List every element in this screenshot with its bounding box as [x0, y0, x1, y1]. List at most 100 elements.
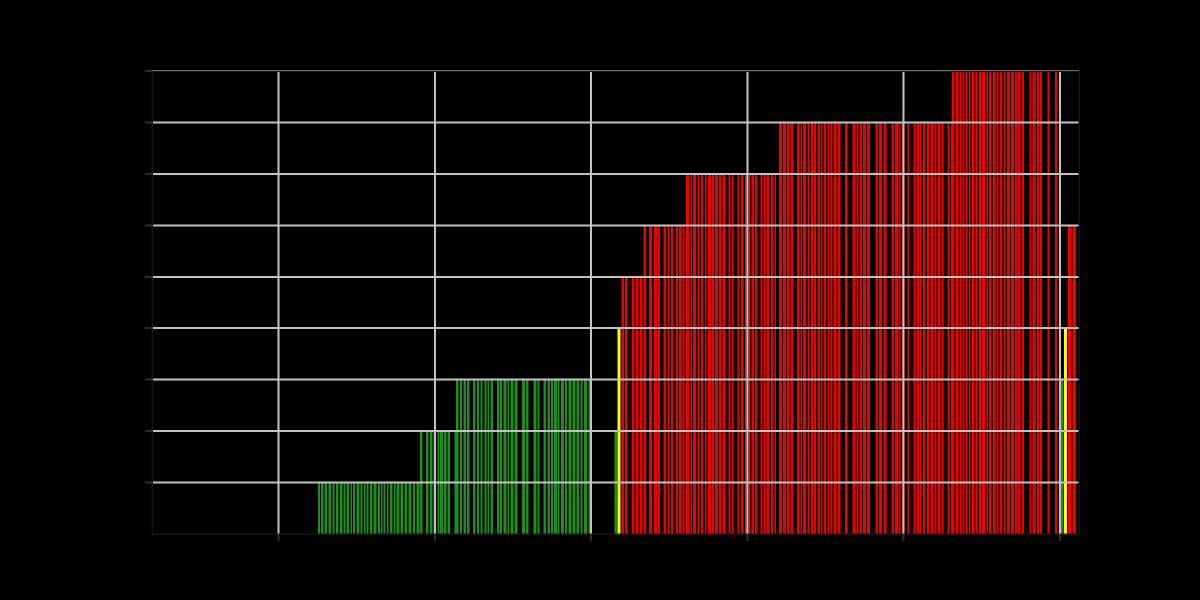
v-gridline: [746, 71, 749, 534]
bar-red: [737, 173, 740, 534]
y-tick: [145, 430, 152, 433]
bar-red: [728, 173, 731, 534]
bar-red: [996, 71, 999, 534]
bar-green: [560, 379, 564, 534]
bar-red: [981, 71, 985, 534]
bar-red: [763, 173, 766, 534]
bar-green: [572, 379, 576, 534]
bar-green: [463, 379, 467, 534]
bar-red: [715, 173, 718, 534]
bar-green: [416, 482, 420, 534]
y-tick: [145, 224, 152, 227]
bar-green: [484, 379, 487, 534]
bar-red: [770, 173, 773, 534]
bar-red: [1029, 71, 1032, 534]
bar-green: [335, 482, 339, 534]
bar-green: [490, 379, 493, 534]
y-tick: [145, 378, 152, 381]
bar-red: [1015, 71, 1018, 534]
grid-layer: [152, 70, 1079, 534]
bar-red: [636, 276, 639, 534]
bar-green: [320, 482, 324, 534]
bar-red: [751, 173, 754, 534]
bar-red: [971, 71, 975, 534]
bar-green: [386, 482, 389, 534]
bar-red: [1032, 71, 1036, 534]
bar-green: [533, 379, 537, 534]
bar-red: [760, 173, 763, 534]
bar-green: [404, 482, 408, 534]
bar-green: [514, 379, 518, 534]
bar-green: [588, 379, 591, 534]
bar-green: [557, 379, 560, 534]
bar-green: [526, 379, 529, 534]
bar-red: [1039, 71, 1042, 534]
bar-red: [1018, 71, 1021, 534]
bar-red: [965, 71, 968, 534]
bar-green: [383, 482, 386, 534]
bar-green: [332, 482, 335, 534]
bar-green: [378, 482, 380, 534]
bar-red: [989, 71, 992, 534]
x-tick: [902, 534, 905, 541]
v-gridline: [1059, 71, 1062, 534]
bar-green: [580, 379, 583, 534]
bar-green: [537, 379, 540, 534]
bar-green: [350, 482, 353, 534]
plot-box: [151, 70, 1080, 535]
bar-green: [487, 379, 490, 534]
bar-red: [731, 173, 734, 534]
bar-red: [959, 71, 962, 534]
bar-green: [373, 482, 377, 534]
bar-green: [396, 482, 400, 534]
bar-green: [456, 379, 459, 534]
bar-red: [722, 173, 726, 534]
bar-red: [700, 173, 704, 534]
bar-red: [1047, 71, 1050, 534]
bar-green: [353, 482, 356, 534]
bar-red: [631, 276, 635, 534]
bar-green: [1060, 379, 1064, 534]
bar-green: [346, 482, 349, 534]
bar-red: [704, 173, 707, 534]
bar-red: [978, 71, 981, 534]
axis-layer: [145, 70, 1080, 541]
bar-red: [993, 71, 996, 534]
bar-red: [693, 173, 697, 534]
bar-red: [690, 173, 692, 534]
bar-green: [400, 482, 403, 534]
y-tick: [145, 481, 152, 484]
y-tick: [145, 70, 152, 72]
bar-red: [986, 71, 989, 534]
bar-red: [719, 173, 722, 534]
h-gridline: [152, 121, 1079, 124]
bar-red: [708, 173, 711, 534]
v-gridline: [277, 71, 280, 534]
y-tick: [145, 172, 152, 175]
bar-red: [968, 71, 971, 534]
bar-green: [408, 482, 412, 534]
y-tick: [145, 275, 152, 278]
bar-green: [366, 482, 369, 534]
bar-green: [460, 379, 462, 534]
bar-green: [328, 482, 331, 534]
bar-red: [766, 173, 770, 534]
bar-green: [547, 379, 551, 534]
h-gridline: [152, 481, 1079, 484]
bar-red: [1000, 71, 1002, 534]
bar-green: [543, 379, 546, 534]
bar-green: [497, 379, 500, 534]
bar-green: [324, 482, 328, 534]
bar-green: [393, 482, 396, 534]
bar-green: [339, 482, 343, 534]
bar-green: [343, 482, 346, 534]
h-gridline: [152, 378, 1079, 381]
bar-red: [1054, 71, 1058, 534]
bar-green: [360, 482, 363, 534]
bar-red: [952, 71, 955, 534]
v-gridline: [902, 71, 905, 534]
h-gridline: [152, 224, 1079, 227]
bar-red: [956, 71, 959, 534]
